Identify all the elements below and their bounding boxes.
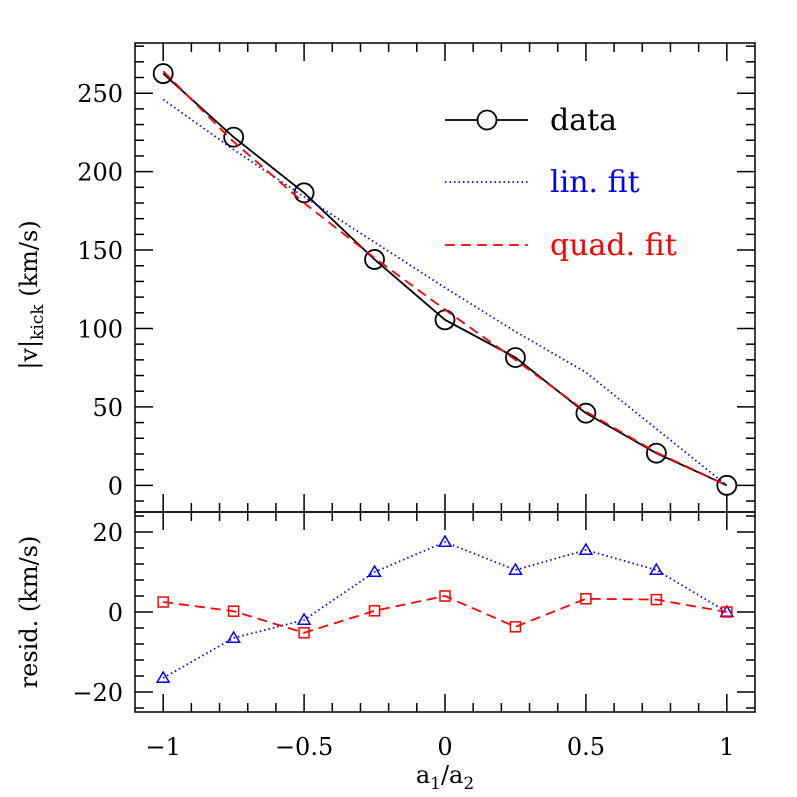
data-point-circle: [223, 126, 245, 148]
legend-marker: [476, 109, 498, 131]
data-point-circle: [364, 249, 385, 270]
series-line: [162, 98, 728, 487]
series-line: [163, 595, 727, 634]
y-tick-label: 100: [77, 315, 123, 343]
data-point-square: [227, 605, 240, 617]
data-point-triangle: [508, 562, 523, 575]
top-y-axis-label: |v|kick (km/s): [15, 220, 48, 369]
y-tick-label: 20: [92, 519, 123, 547]
legend-label: data: [550, 103, 617, 138]
x-tick-labels: −1 −0.5 0 0.5 1: [145, 733, 734, 761]
x-tick-label: −0.5: [275, 733, 333, 761]
data-point-square: [509, 621, 522, 633]
bottom-series: [155, 534, 735, 683]
data-point-triangle: [649, 562, 664, 575]
xlabel-a: a: [416, 761, 430, 789]
top-axis-ticks: [135, 43, 755, 512]
data-point-triangle: [578, 542, 594, 555]
legend-label: lin. fit: [550, 165, 640, 200]
data-point-triangle: [155, 670, 171, 683]
data-point-circle: [152, 63, 174, 84]
data-point-circle: [505, 347, 526, 368]
data-point-triangle: [437, 534, 453, 547]
y-tick-label: 0: [108, 599, 123, 627]
x-tick-label: 0.5: [567, 733, 605, 761]
kick-velocity-panel: 0 50 100 150 200 250 |v|kick (km/s) data lin. …: [15, 42, 756, 513]
data-point-triangle: [296, 612, 312, 625]
xlabel-sub1: 1: [430, 774, 441, 794]
data-point-square: [157, 596, 169, 608]
series-line: [162, 70, 728, 487]
data-point-circle: [716, 474, 738, 496]
series-line: [162, 541, 728, 679]
data-point-triangle: [226, 630, 241, 643]
x-tick-label: −1: [145, 733, 180, 761]
top-y-tick-labels: 0 50 100 150 200 250: [77, 80, 123, 500]
data-point-square: [368, 605, 381, 617]
data-point-triangle: [367, 564, 382, 577]
data-point-circle: [645, 442, 667, 464]
xlabel-slash: /: [441, 761, 450, 789]
xlabel-b: a: [449, 761, 463, 789]
x-tick-label: 0: [437, 733, 452, 761]
legend: data lin. fit quad. fit: [445, 103, 677, 263]
x-tick-label: 1: [719, 733, 734, 761]
ylabel-subscript: kick: [28, 304, 48, 340]
xlabel-sub2: 2: [463, 774, 474, 794]
data-point-square: [439, 590, 451, 602]
ylabel-base: |v|: [15, 340, 44, 370]
y-tick-label: −20: [72, 679, 123, 707]
bottom-axis-ticks: [135, 512, 755, 712]
y-tick-label: 0: [108, 472, 123, 500]
bottom-y-tick-labels: −20 0 20: [72, 519, 123, 707]
y-tick-label: 250: [77, 80, 123, 108]
y-tick-label: 150: [77, 237, 123, 265]
data-point-square: [580, 593, 592, 605]
top-plot-frame: [134, 42, 756, 513]
series-line: [162, 72, 728, 487]
y-tick-label: 200: [77, 159, 123, 187]
legend-label: quad. fit: [550, 228, 677, 263]
ylabel-unit: (km/s): [15, 220, 43, 304]
data-point-circle: [575, 402, 597, 424]
x-axis-label: a1/a2: [416, 761, 474, 794]
y-tick-label: 50: [92, 394, 123, 422]
data-point-square: [298, 627, 310, 639]
bottom-y-axis-label: resid. (km/s): [15, 536, 43, 689]
top-series: [152, 63, 738, 496]
data-point-square: [650, 593, 663, 606]
data-point-square: [721, 606, 733, 618]
